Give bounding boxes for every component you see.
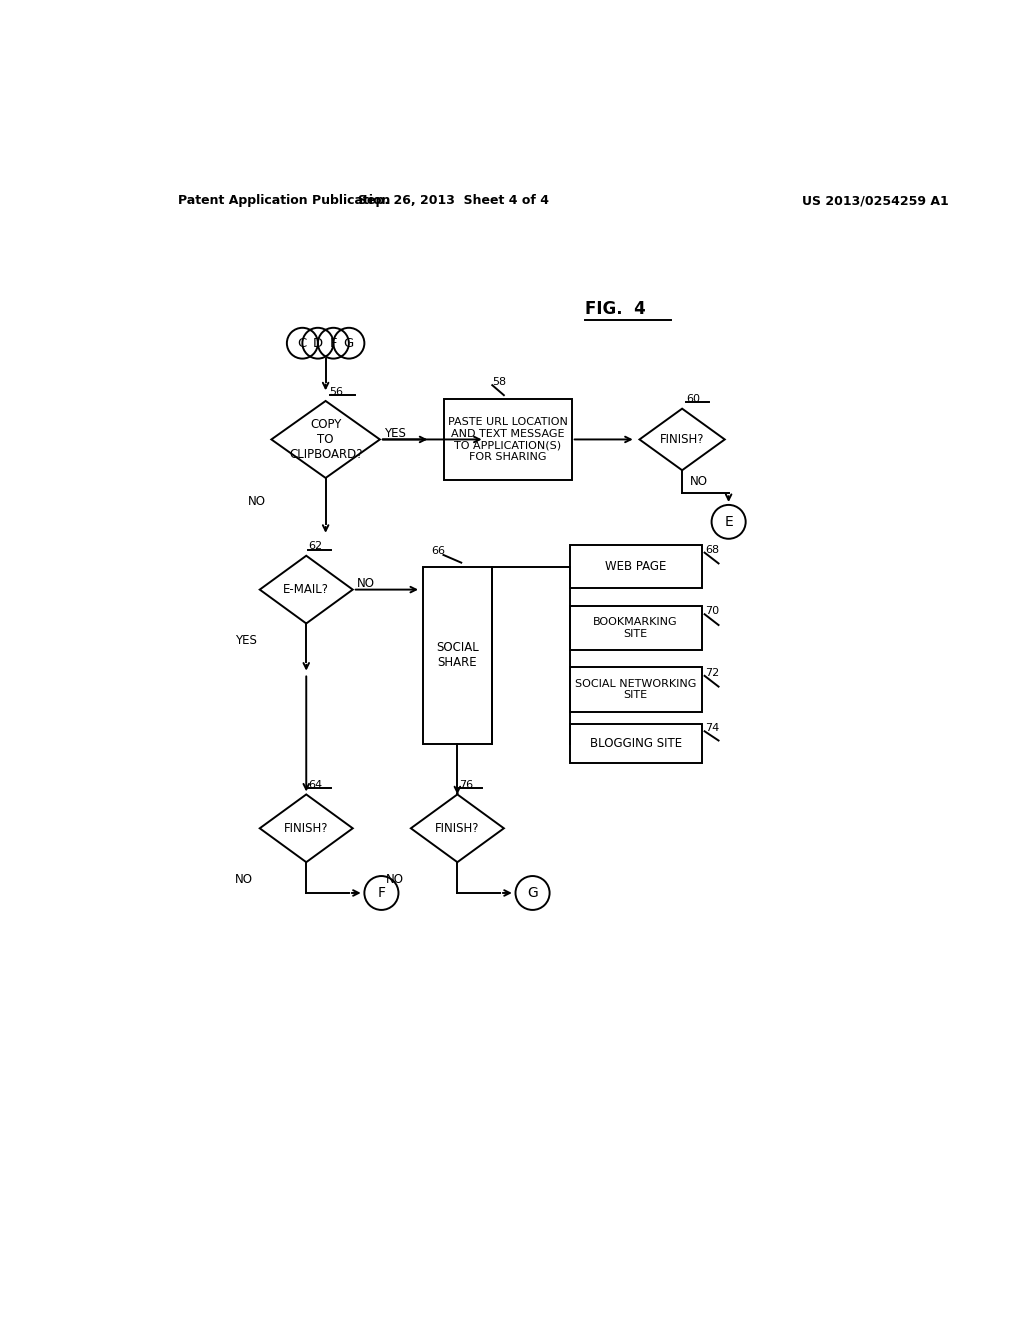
Text: 72: 72 — [706, 668, 720, 677]
Text: 64: 64 — [308, 780, 322, 791]
Text: FINISH?: FINISH? — [659, 433, 705, 446]
Text: 58: 58 — [493, 378, 507, 387]
Text: FINISH?: FINISH? — [435, 822, 479, 834]
Text: PASTE URL LOCATION
AND TEXT MESSAGE
TO APPLICATION(S)
FOR SHARING: PASTE URL LOCATION AND TEXT MESSAGE TO A… — [447, 417, 567, 462]
Text: 60: 60 — [686, 395, 700, 404]
Text: NO: NO — [690, 475, 708, 488]
Text: US 2013/0254259 A1: US 2013/0254259 A1 — [802, 194, 949, 207]
Text: COPY
TO
CLIPBOARD?: COPY TO CLIPBOARD? — [289, 418, 362, 461]
Text: NO: NO — [356, 577, 375, 590]
Text: G: G — [344, 337, 354, 350]
Text: 62: 62 — [308, 541, 322, 552]
Text: F: F — [378, 886, 385, 900]
Text: F: F — [330, 337, 337, 350]
Bar — [423, 566, 493, 743]
Text: 76: 76 — [459, 780, 473, 791]
Text: Sep. 26, 2013  Sheet 4 of 4: Sep. 26, 2013 Sheet 4 of 4 — [358, 194, 549, 207]
Text: E-MAIL?: E-MAIL? — [284, 583, 330, 597]
Text: 66: 66 — [432, 546, 445, 556]
Text: BLOGGING SITE: BLOGGING SITE — [590, 737, 682, 750]
Text: SOCIAL
SHARE: SOCIAL SHARE — [436, 642, 479, 669]
Text: FIG.  4: FIG. 4 — [586, 300, 646, 318]
Text: FINISH?: FINISH? — [284, 822, 329, 834]
Text: C: C — [298, 337, 307, 350]
Text: NO: NO — [234, 873, 253, 886]
Bar — [443, 399, 571, 480]
Bar — [569, 545, 701, 587]
Text: G: G — [527, 886, 538, 900]
Text: Patent Application Publication: Patent Application Publication — [178, 194, 391, 207]
Text: E: E — [724, 515, 733, 529]
Text: NO: NO — [386, 873, 404, 886]
Text: YES: YES — [234, 634, 257, 647]
Bar — [569, 668, 701, 711]
Text: WEB PAGE: WEB PAGE — [605, 560, 667, 573]
Text: D: D — [312, 337, 323, 350]
Text: YES: YES — [384, 426, 406, 440]
Bar — [569, 725, 701, 763]
Text: 68: 68 — [706, 545, 720, 554]
Text: BOOKMARKING
SITE: BOOKMARKING SITE — [593, 618, 678, 639]
Bar — [569, 606, 701, 651]
Text: NO: NO — [248, 495, 266, 508]
Text: SOCIAL NETWORKING
SITE: SOCIAL NETWORKING SITE — [574, 678, 696, 701]
Text: 74: 74 — [706, 723, 720, 733]
Text: 56: 56 — [330, 387, 343, 397]
Text: 70: 70 — [706, 606, 720, 616]
